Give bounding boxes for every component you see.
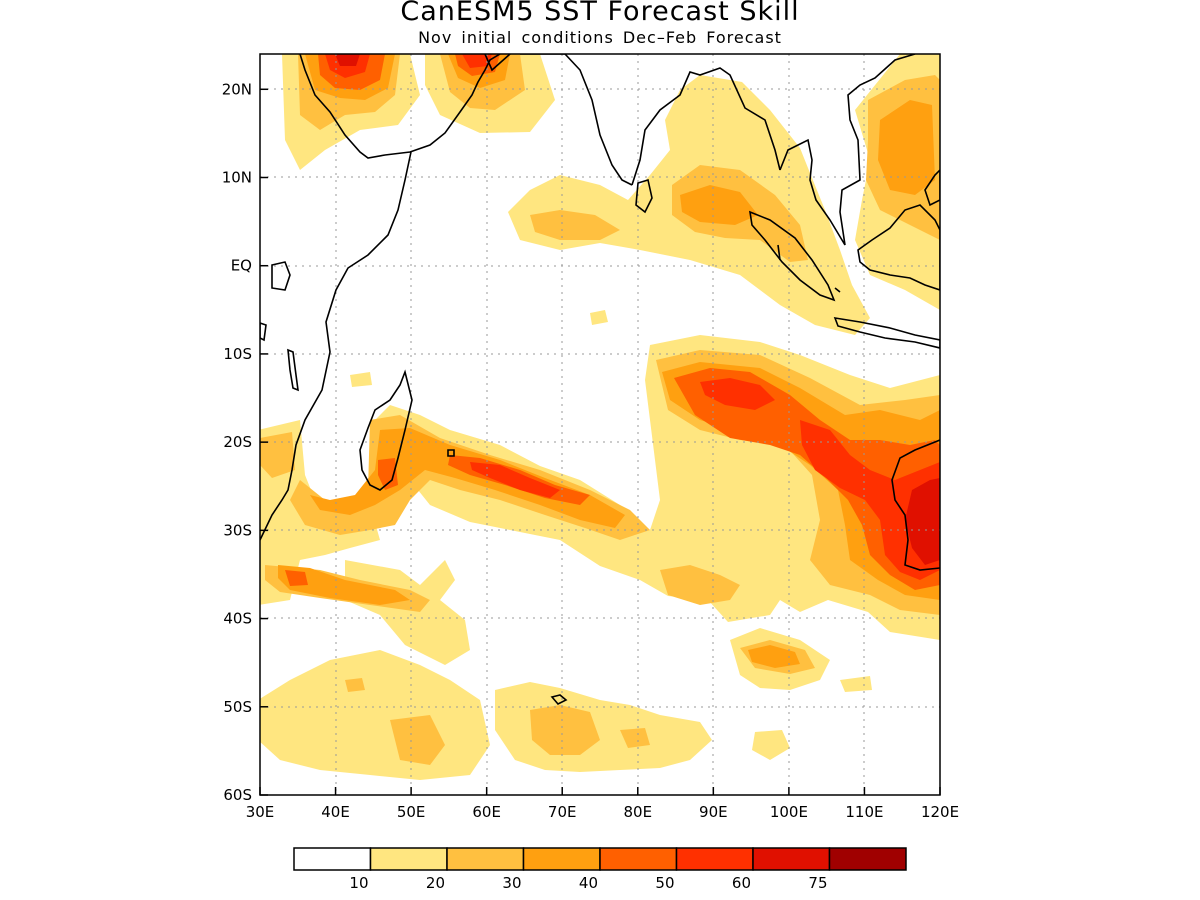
indochina-coastline (779, 54, 916, 246)
lake-kivu-coastline (260, 322, 267, 342)
colorbar-label: 10 (349, 874, 368, 892)
colorbar-swatch (599, 847, 678, 871)
lon-tick-label: 40E (321, 803, 350, 821)
mauritius-coastline (447, 449, 455, 457)
lon-tick-label: 90E (699, 803, 728, 821)
lon-tick-label: 110E (845, 803, 883, 821)
colorbar-swatch (752, 847, 831, 871)
colorbar-label: 30 (502, 874, 521, 892)
colorbar-label: 40 (579, 874, 598, 892)
colorbar-swatch (293, 847, 372, 871)
colorbar-swatch (446, 847, 525, 871)
longitude-axis: 30E 40E 50E 60E 70E 80E 90E 100E 110E 120E (246, 787, 959, 821)
lon-tick-label: 30E (246, 803, 275, 821)
lake-victoria-coastline (271, 261, 291, 291)
india-coastline (631, 67, 781, 186)
colorbar-swatch (369, 847, 448, 871)
borneo-coastline (857, 204, 940, 291)
colorbar-swatch (522, 847, 601, 871)
lon-tick-label: 70E (548, 803, 577, 821)
skill-level-50-60 (325, 54, 940, 580)
plot-frame (259, 53, 941, 796)
lat-tick-label: 60S (223, 786, 252, 804)
lake-tanganyika-coastline (287, 348, 299, 392)
coastlines (260, 54, 940, 705)
lon-tick-label: 100E (770, 803, 808, 821)
colorbar-label: 50 (655, 874, 674, 892)
grid-lines (260, 54, 940, 795)
latitude-axis: 20N 10N EQ 10S 20S 30S 40S 50S 60S (222, 80, 268, 804)
colorbar-label: 75 (808, 874, 827, 892)
lon-tick-label: 50E (397, 803, 426, 821)
andaman-coastline (777, 244, 841, 293)
map-title: CanESM5 SST Forecast Skill (400, 0, 800, 27)
lat-tick-label: 10S (223, 345, 252, 363)
colorbar-swatch (828, 847, 907, 871)
africa-coastline (260, 54, 501, 541)
colorbar-label: 60 (732, 874, 751, 892)
sumatra-coastline (748, 210, 836, 302)
sri-lanka-coastline (635, 178, 653, 214)
arabia-coastline (484, 54, 633, 186)
map-subtitle: Nov initial conditions Dec–Feb Forecast (418, 28, 782, 47)
lat-tick-label: 40S (223, 610, 252, 628)
colorbar-label: 20 (426, 874, 445, 892)
madagascar-coastline (359, 369, 413, 491)
lat-tick-label: 30S (223, 521, 252, 539)
lat-tick-label: 20N (222, 80, 252, 98)
lat-tick-label: EQ (231, 257, 252, 275)
colorbar-swatch (675, 847, 754, 871)
skill-level-60-75 (335, 54, 940, 565)
lon-tick-label: 80E (623, 803, 652, 821)
color-bar: 10 20 30 40 50 60 75 (293, 847, 907, 892)
lon-tick-label: 60E (472, 803, 501, 821)
skill-shading (260, 54, 940, 780)
lat-tick-label: 10N (222, 169, 252, 187)
australia-coastline (891, 439, 940, 571)
lon-tick-label: 120E (921, 803, 959, 821)
philippines-coastline (924, 168, 940, 207)
kerguelen-coastline (550, 694, 568, 705)
lat-tick-label: 20S (223, 433, 252, 451)
lat-tick-label: 50S (223, 698, 252, 716)
java-coastline (833, 316, 940, 349)
